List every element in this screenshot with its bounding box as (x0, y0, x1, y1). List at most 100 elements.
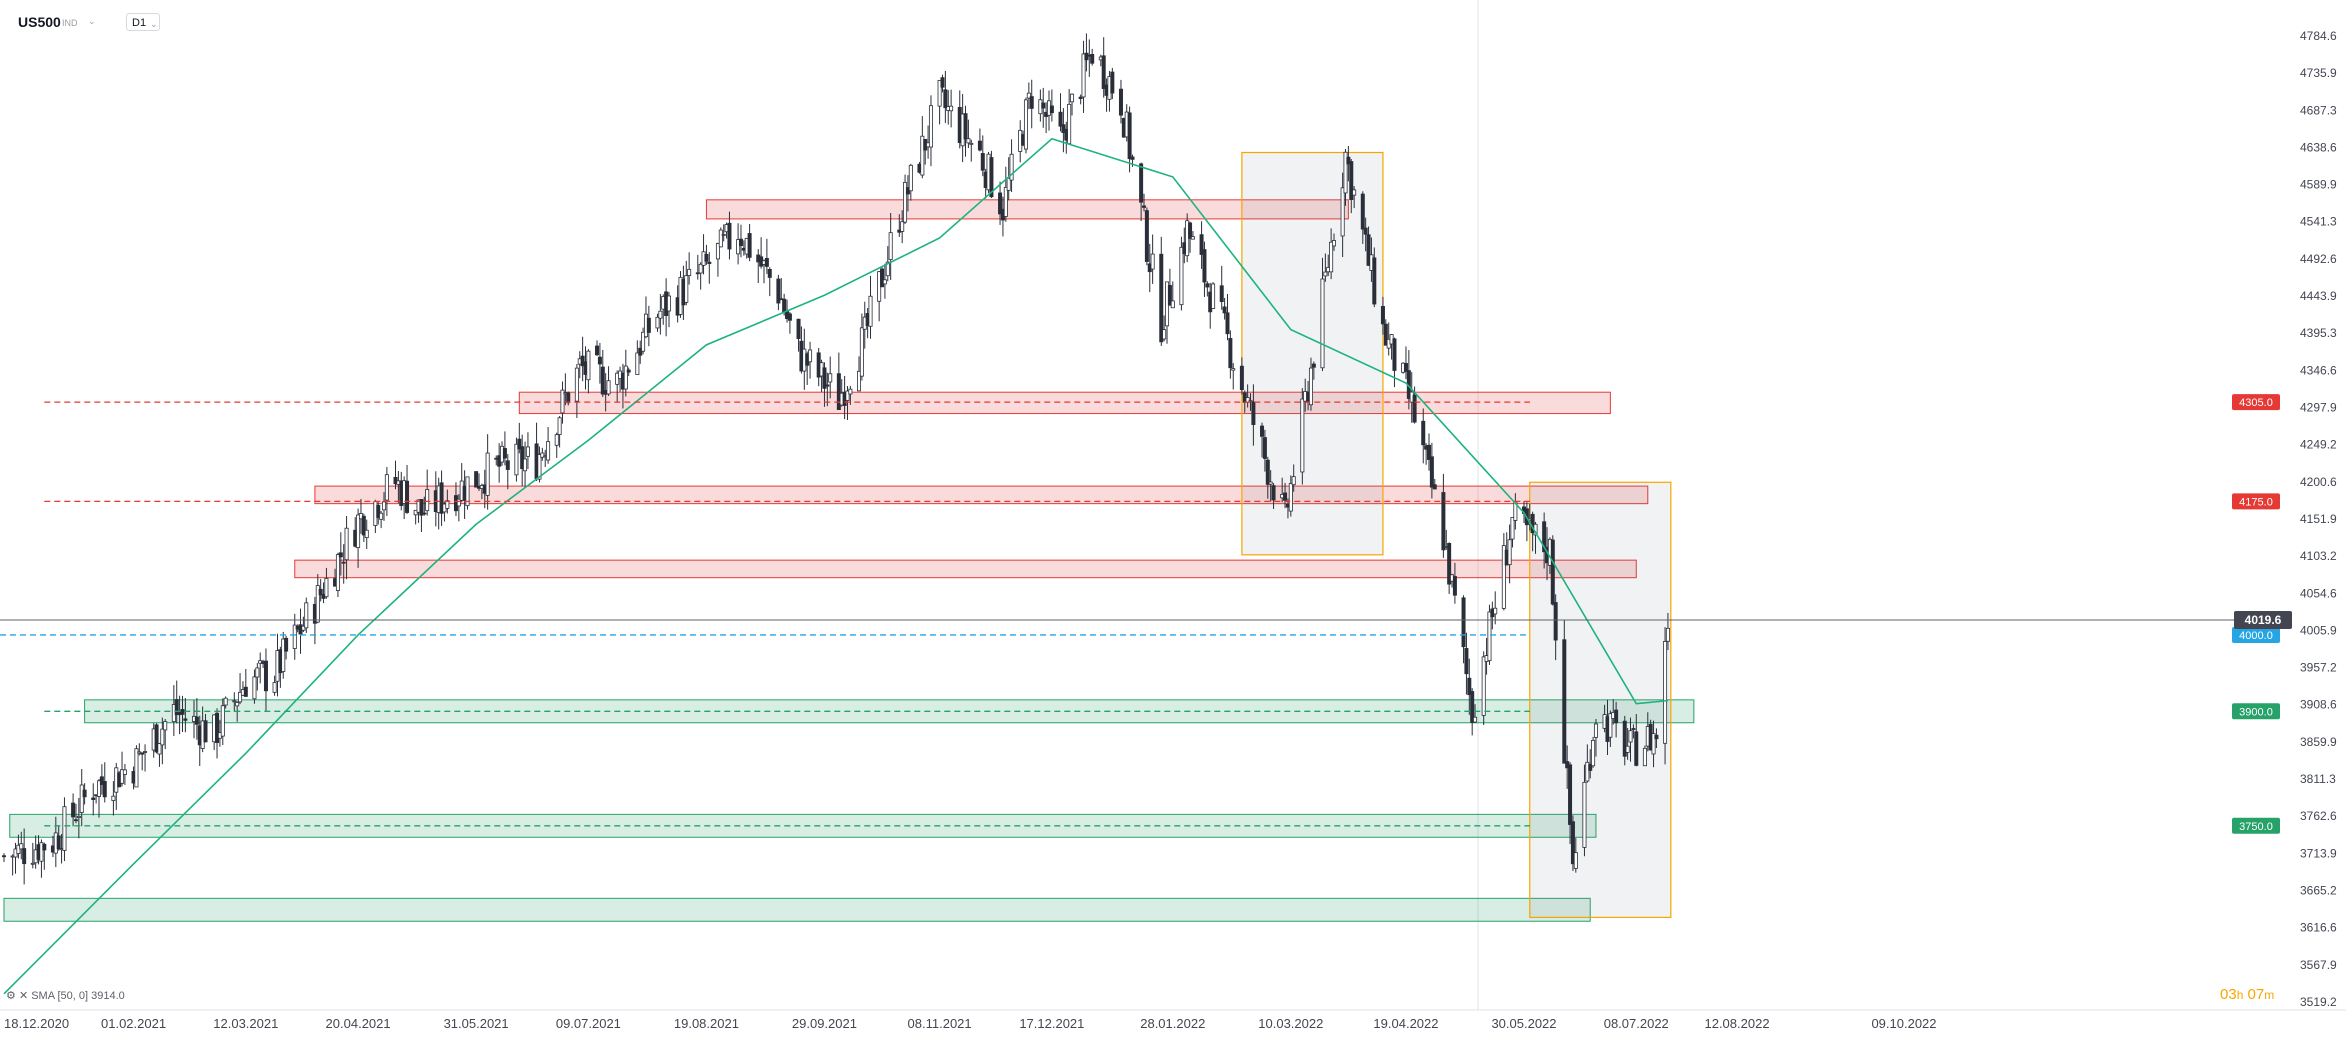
candle-down (140, 752, 145, 755)
candle-down (727, 222, 732, 250)
candle-up (523, 458, 528, 472)
support-zone (9, 813, 1597, 838)
candle-down (1392, 338, 1397, 371)
y-tick-label: 4200.6 (2300, 475, 2337, 489)
candle-down (1631, 728, 1636, 730)
candle-down (1205, 283, 1210, 288)
candle-down (1271, 485, 1276, 501)
y-tick-label: 4346.6 (2300, 363, 2337, 377)
y-tick-label: 4638.6 (2300, 140, 2337, 154)
candle-up (1170, 300, 1175, 309)
candle-down (776, 278, 781, 304)
candle-down (1403, 363, 1408, 372)
chevron-down-icon[interactable]: ⌄ (88, 16, 96, 26)
level-label-4000.0: 4000.0 (2239, 630, 2273, 642)
resistance-zone (294, 559, 1637, 579)
candle-up (356, 514, 361, 549)
candle-down (1372, 257, 1377, 305)
indicator-settings-icon[interactable]: ⚙ (6, 990, 16, 1002)
candle-down (977, 140, 982, 151)
candle-down (1622, 720, 1627, 757)
close-icon[interactable]: ✕ (18, 990, 29, 1002)
candle-up (859, 327, 864, 377)
resistance-zone (518, 391, 1611, 415)
x-tick-label: 09.10.2022 (1871, 1016, 1936, 1031)
candle-down (963, 113, 968, 140)
candle-up (111, 795, 116, 801)
candle-down (880, 268, 885, 288)
candle-up (537, 454, 542, 480)
candle-down (1167, 285, 1172, 306)
symbol-label[interactable]: US500 (18, 14, 61, 30)
candle-down (502, 448, 507, 459)
candle-up (882, 279, 887, 285)
candle-down (1412, 394, 1417, 423)
candle-down (1363, 227, 1368, 235)
level-label-bg (2232, 394, 2280, 411)
candle-down (56, 835, 61, 850)
x-tick-label: 18.12.2020 (4, 1016, 69, 1031)
candle-down (940, 77, 945, 88)
candle-up (160, 728, 165, 746)
timeframe-selector[interactable]: D1 ⌄ (126, 13, 160, 31)
candle-up (1591, 739, 1596, 767)
candle-up (1268, 481, 1273, 485)
candle-up (1211, 283, 1216, 309)
candle-down (474, 471, 479, 488)
candle-up (606, 380, 611, 395)
candle-up (315, 585, 320, 623)
x-tick-label: 29.09.2021 (792, 1016, 857, 1031)
y-tick-label: 4005.9 (2300, 623, 2337, 637)
candle-up (808, 349, 813, 363)
candle-down (1383, 323, 1388, 346)
candle-down (1199, 234, 1204, 255)
candle-down (42, 843, 47, 851)
y-tick-label: 4589.9 (2300, 178, 2337, 192)
candle-down (419, 499, 424, 516)
y-tick-label: 4054.6 (2300, 586, 2337, 600)
candle-down (1049, 105, 1054, 114)
candle-down (1346, 156, 1351, 165)
candle-down (989, 157, 994, 198)
level-label-3900.0: 3900.0 (2239, 706, 2273, 718)
candle-up (1642, 747, 1647, 767)
candle-down (82, 789, 87, 798)
candle-down (1029, 96, 1034, 109)
candle-up (635, 352, 640, 375)
candle-up (39, 842, 44, 862)
candle-up (1625, 745, 1630, 753)
candle-up (1343, 151, 1348, 194)
candle-up (1593, 723, 1598, 738)
candle-down (1090, 54, 1095, 64)
candle-down (505, 460, 510, 470)
candle-down (1427, 444, 1432, 460)
candle-up (62, 806, 67, 851)
candle-up (1582, 781, 1587, 848)
y-tick-label: 3665.2 (2300, 884, 2337, 898)
candle-down (822, 367, 827, 389)
candle-up (903, 181, 908, 223)
candle-up (1288, 483, 1293, 512)
candle-up (828, 373, 833, 383)
candle-up (1329, 241, 1334, 273)
candle-up (379, 512, 384, 520)
candle-up (1608, 713, 1613, 738)
indicator-badge[interactable]: IND (62, 18, 78, 28)
level-label-bg (2232, 703, 2280, 720)
candle-down (1452, 576, 1457, 596)
candle-down (1159, 253, 1164, 343)
candle-up (232, 700, 237, 703)
candle-up (1573, 852, 1578, 869)
candle-down (626, 369, 631, 373)
candle-down (1078, 96, 1083, 99)
resistance-zone (314, 485, 1649, 505)
sma-legend[interactable]: ⚙ ✕ SMA [50, 0] 3914.0 (6, 989, 125, 1002)
candle-down (1262, 437, 1267, 459)
candle-up (220, 705, 225, 737)
candle-down (1464, 648, 1469, 675)
candle-up (281, 638, 286, 672)
candle-up (1481, 656, 1486, 716)
candle-down (1188, 222, 1193, 239)
candle-down (1311, 363, 1316, 368)
